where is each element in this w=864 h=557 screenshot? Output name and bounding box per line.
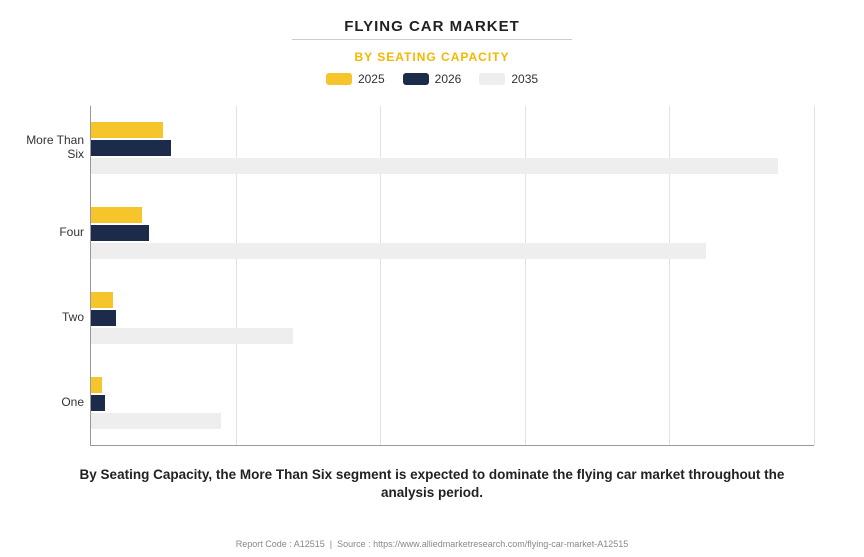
category-label: More Than Six <box>19 135 84 163</box>
category-group: One <box>91 360 814 445</box>
bar <box>91 413 221 429</box>
chart-caption: By Seating Capacity, the More Than Six s… <box>30 466 834 502</box>
legend-swatch <box>479 73 505 85</box>
legend-label: 2025 <box>358 72 385 86</box>
legend-item-2035: 2035 <box>479 72 538 86</box>
category-group: Two <box>91 276 814 361</box>
legend: 2025 2026 2035 <box>30 72 834 86</box>
bar <box>91 122 163 138</box>
category-group: More Than Six <box>91 106 814 191</box>
chart-subtitle: BY SEATING CAPACITY <box>30 50 834 64</box>
bar <box>91 328 293 344</box>
bar <box>91 292 113 308</box>
chart-title: FLYING CAR MARKET <box>30 18 834 35</box>
legend-label: 2026 <box>435 72 462 86</box>
bar <box>91 310 116 326</box>
title-underline <box>292 39 572 40</box>
legend-item-2026: 2026 <box>403 72 462 86</box>
bar <box>91 140 171 156</box>
legend-swatch <box>326 73 352 85</box>
bar <box>91 243 706 259</box>
legend-item-2025: 2025 <box>326 72 385 86</box>
category-label: One <box>19 396 84 410</box>
legend-swatch <box>403 73 429 85</box>
category-label: Two <box>19 311 84 325</box>
footer: Report Code : A12515 | Source : https://… <box>0 539 864 549</box>
bar <box>91 158 778 174</box>
report-code-label: Report Code : <box>236 539 294 549</box>
source-url: https://www.alliedmarketresearch.com/fly… <box>373 539 628 549</box>
source-label: Source : <box>337 539 373 549</box>
report-code: A12515 <box>294 539 325 549</box>
bar <box>91 207 142 223</box>
category-group: Four <box>91 191 814 276</box>
gridline <box>814 106 815 445</box>
category-label: Four <box>19 226 84 240</box>
bar <box>91 225 149 241</box>
chart-plot-area: More Than SixFourTwoOne <box>90 106 814 446</box>
bar <box>91 377 102 393</box>
bar <box>91 395 105 411</box>
legend-label: 2035 <box>511 72 538 86</box>
